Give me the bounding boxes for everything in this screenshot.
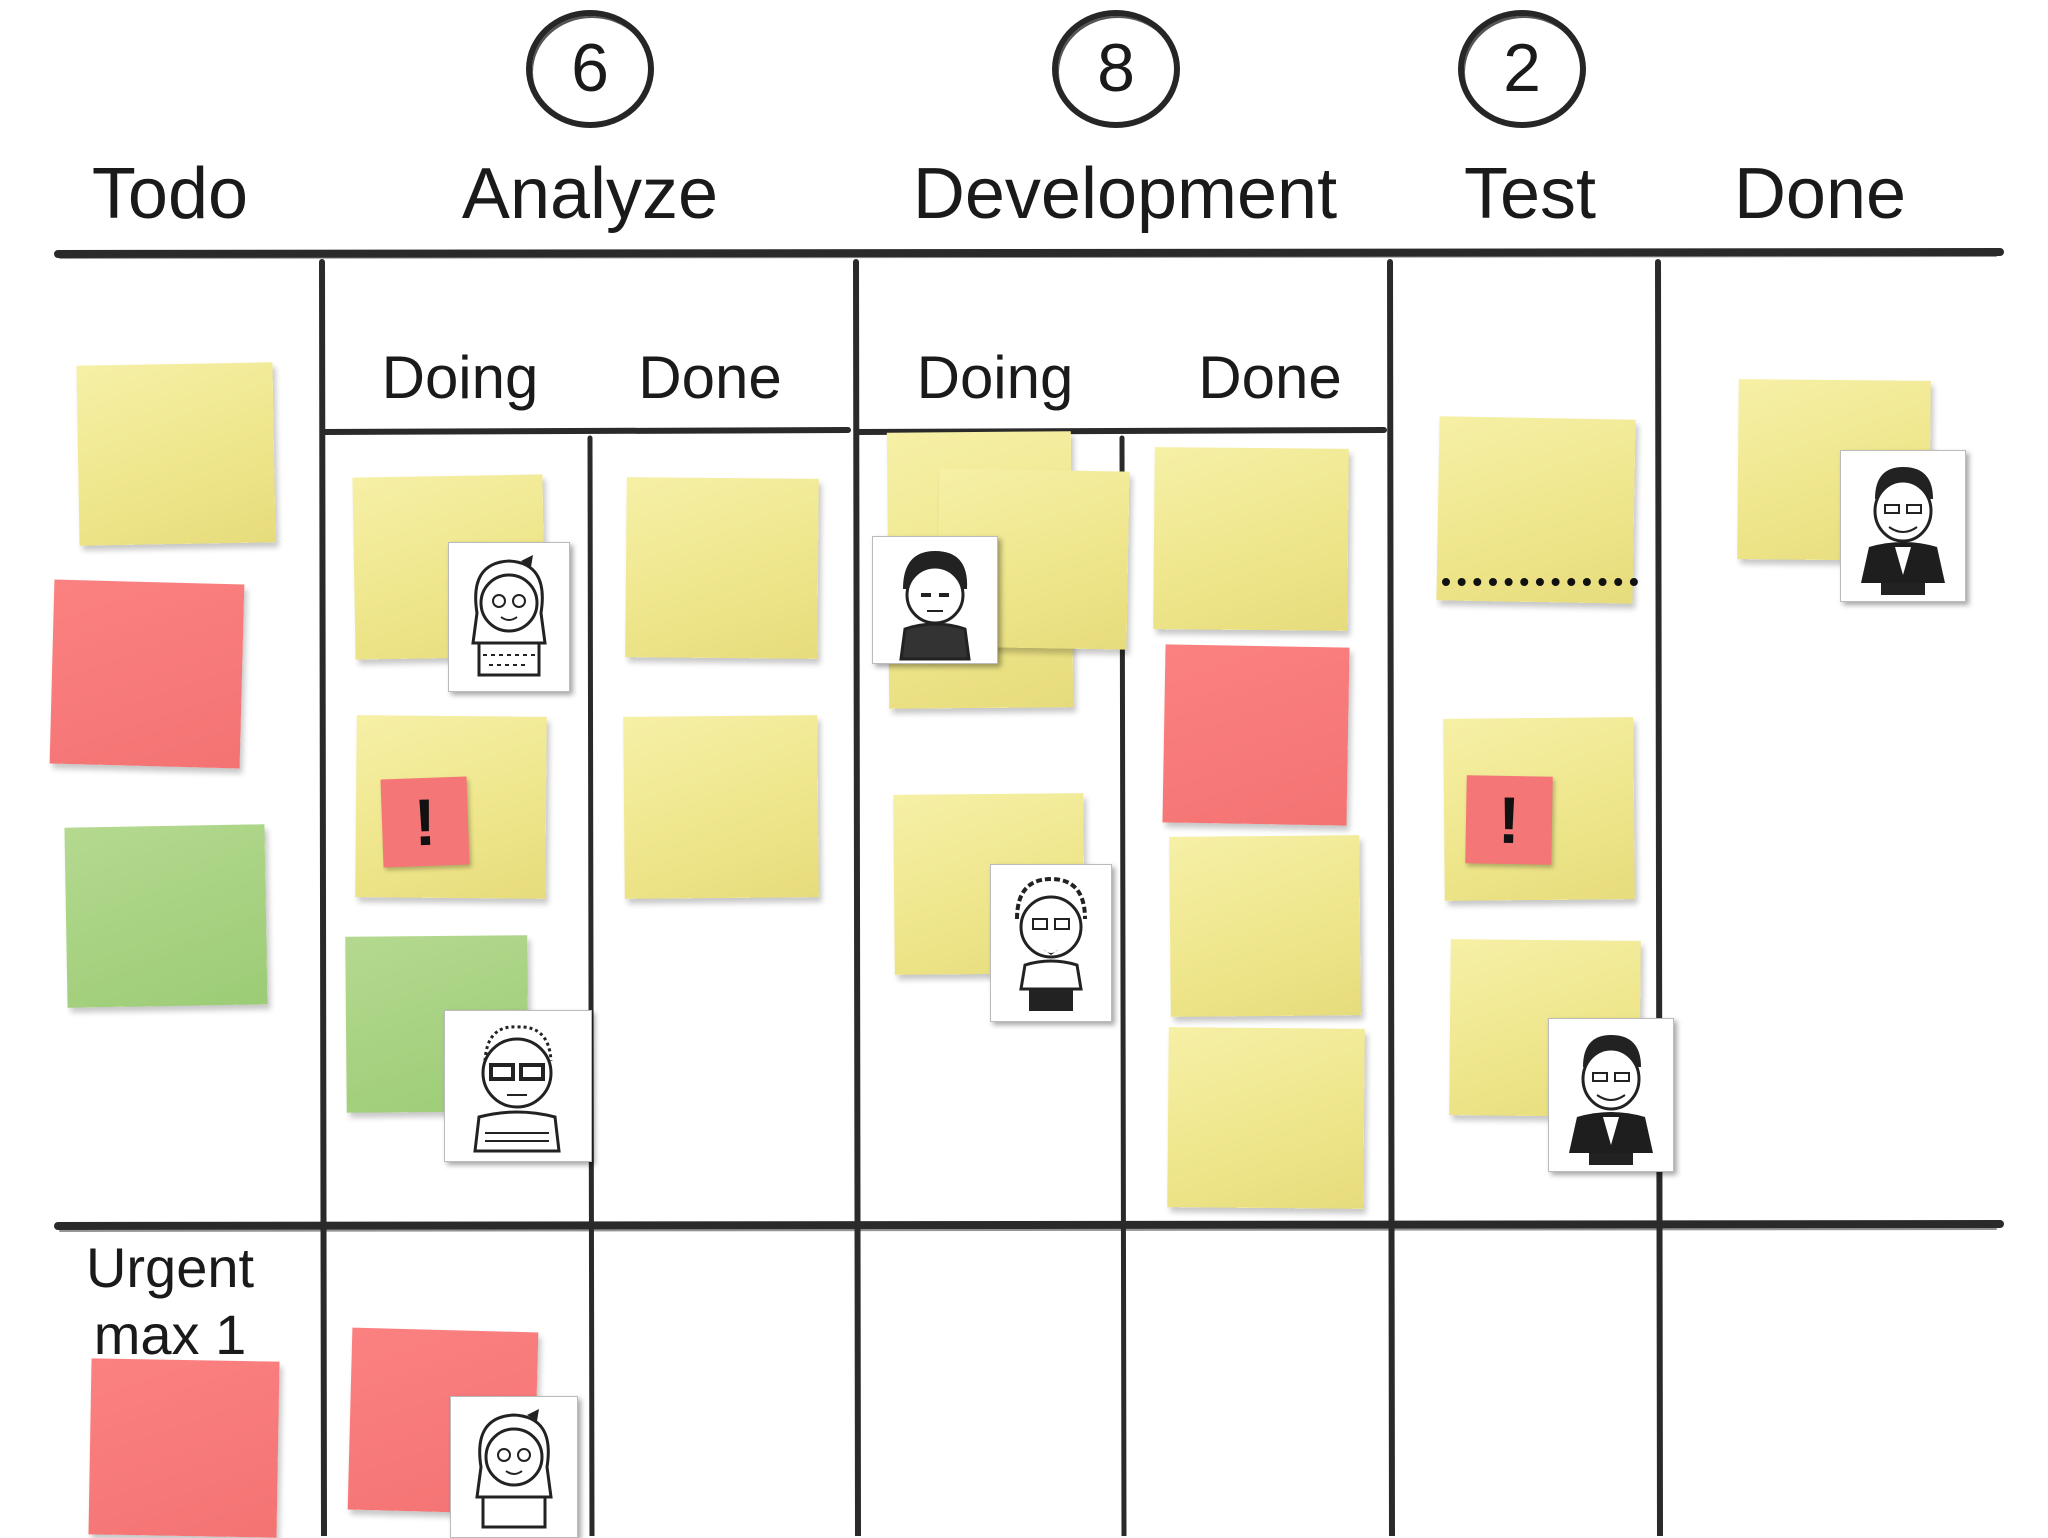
- column-title-test: Test: [1463, 154, 1597, 234]
- task-card-todo-1[interactable]: [76, 362, 276, 546]
- column-divider-todo-analyze: [319, 259, 327, 1536]
- urgent-lane-label: Urgent max 1: [60, 1234, 280, 1368]
- column-divider-test-done: [1655, 259, 1663, 1536]
- task-card-test-1[interactable]: [1436, 416, 1636, 604]
- urgent-lane-label-line1: Urgent: [85, 1236, 255, 1299]
- wip-limit-analyze: 6: [571, 30, 609, 106]
- column-divider-analyze-inner: [587, 435, 595, 1536]
- task-card-analyze-done-2[interactable]: [623, 715, 819, 899]
- blocker-sticker-analyze: !: [380, 776, 470, 868]
- urgent-lane-divider-line: [54, 1220, 2004, 1230]
- dotted-marker: [1442, 578, 1638, 586]
- wip-limit-circle-development: [1052, 10, 1180, 128]
- task-card-development-done-2[interactable]: [1162, 644, 1350, 826]
- avatar-curly-hair-man-icon: [990, 864, 1112, 1022]
- urgent-lane-label-line2: max 1: [93, 1303, 247, 1367]
- avatar-girl-urgent-icon: [450, 1396, 578, 1538]
- task-card-todo-3[interactable]: [64, 824, 268, 1008]
- task-card-development-done-1[interactable]: [1153, 447, 1349, 631]
- avatar-suit-man-test-icon: [1548, 1018, 1674, 1172]
- wip-limit-development: 8: [1097, 30, 1135, 106]
- column-title-development: Development: [912, 154, 1338, 234]
- avatar-glasses-man-icon: [444, 1010, 592, 1162]
- avatar-boy-icon: [872, 536, 998, 664]
- column-title-analyze: Analyze: [461, 154, 719, 234]
- wip-limit-circle-test: [1458, 10, 1586, 128]
- avatar-girl-icon: [448, 542, 570, 692]
- task-card-urgent-todo[interactable]: [88, 1358, 280, 1538]
- task-card-todo-2[interactable]: [49, 579, 245, 769]
- task-card-development-done-4[interactable]: [1167, 1027, 1365, 1209]
- task-card-development-done-3[interactable]: [1169, 835, 1361, 1017]
- task-card-analyze-done-1[interactable]: [625, 477, 819, 659]
- column-divider-analyze-development: [853, 259, 861, 1536]
- analyze-subheader-line: [321, 427, 851, 435]
- subcolumn-title-development-doing: Doing: [916, 344, 1074, 411]
- blocker-sticker-test: !: [1465, 775, 1553, 865]
- subcolumn-title-analyze-done: Done: [638, 344, 782, 411]
- wip-limit-test: 2: [1503, 30, 1541, 106]
- column-divider-development-test: [1387, 259, 1395, 1536]
- subcolumn-title-development-done: Done: [1198, 344, 1342, 411]
- wip-limit-circle-analyze: [526, 10, 654, 128]
- avatar-suit-man-icon: [1840, 450, 1966, 602]
- header-divider-line: [54, 248, 2004, 258]
- column-title-todo: Todo: [91, 154, 249, 234]
- column-title-done: Done: [1733, 154, 1907, 234]
- subcolumn-title-analyze-doing: Doing: [381, 344, 539, 411]
